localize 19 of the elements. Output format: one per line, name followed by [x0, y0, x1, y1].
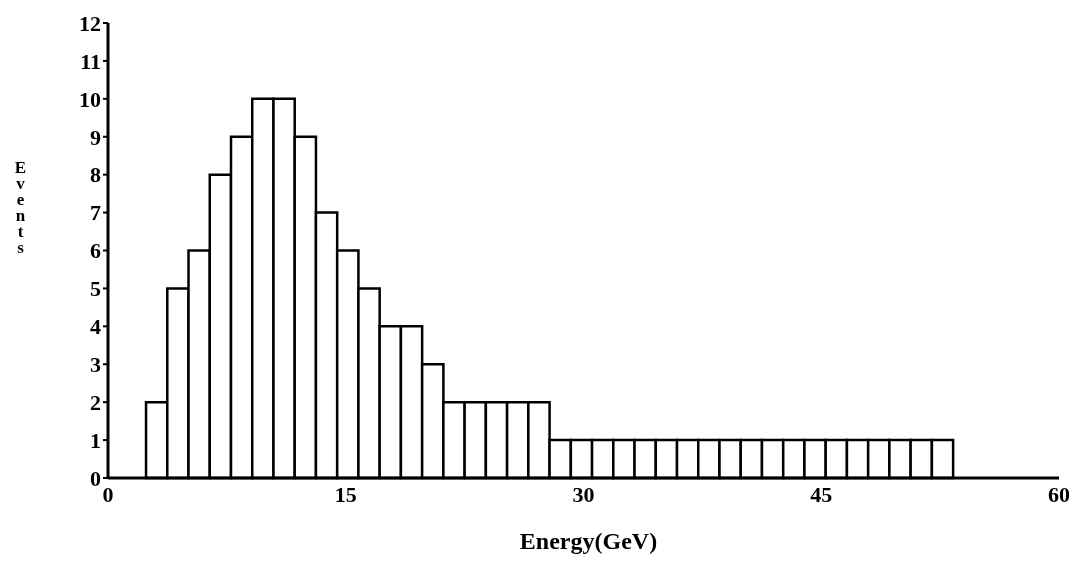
x-tick-label: 60 — [1048, 481, 1070, 507]
y-tick-label: 7 — [90, 200, 101, 226]
y-tick-label: 4 — [90, 314, 101, 340]
y-tick-label: 0 — [90, 465, 101, 491]
x-tick-label: 30 — [572, 481, 595, 507]
y-tick-label: 6 — [90, 238, 101, 264]
y-tick-label: 12 — [79, 10, 101, 36]
y-axis-title: Events — [11, 158, 30, 254]
y-tick-label: 9 — [90, 124, 101, 150]
y-tick-label: 1 — [90, 427, 101, 453]
x-axis-title: Energy(GeV) — [518, 528, 659, 555]
y-tick-label: 11 — [80, 48, 101, 74]
x-tick-label: 45 — [810, 481, 833, 507]
y-tick-label: 5 — [90, 276, 101, 302]
y-tick-label: 10 — [79, 86, 101, 112]
y-tick-label: 3 — [90, 352, 101, 378]
y-tick-label: 2 — [90, 389, 101, 415]
y-tick-label: 8 — [90, 162, 101, 188]
x-tick-label: 15 — [334, 481, 357, 507]
